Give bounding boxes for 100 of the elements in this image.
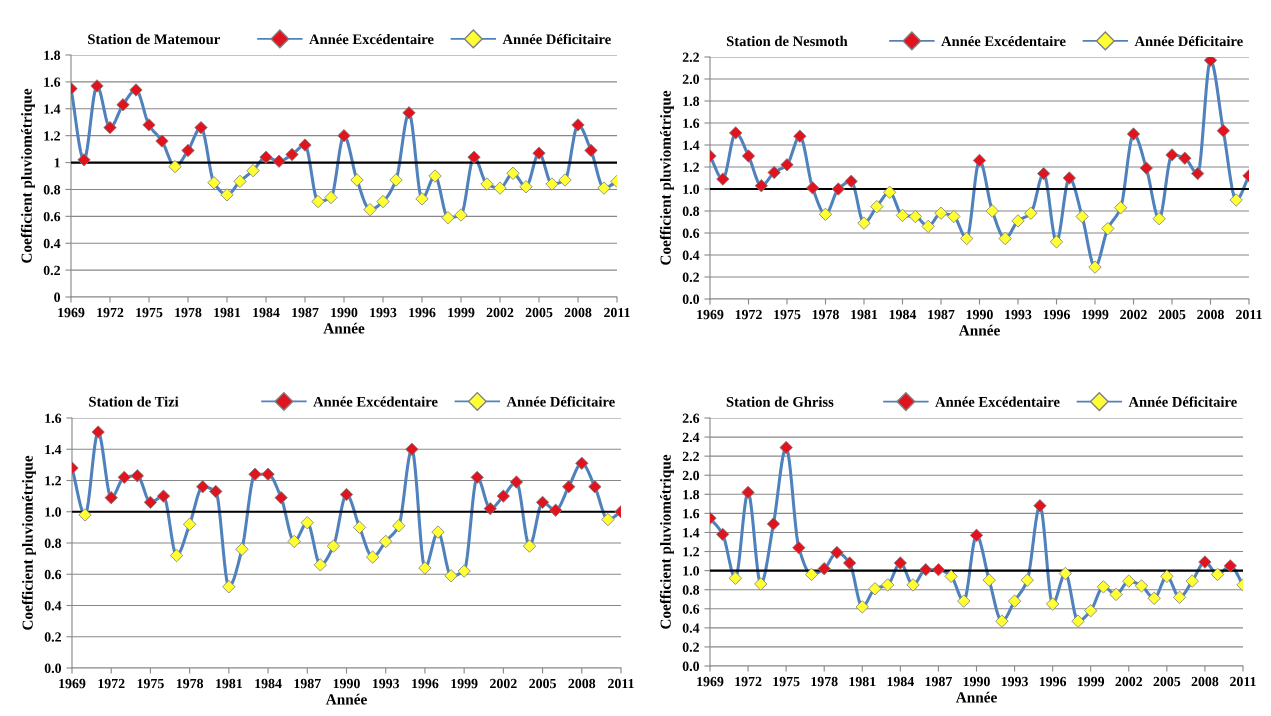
x-tick-label: 1993	[1005, 309, 1032, 320]
y-tick-label: 2.0	[682, 470, 700, 481]
y-tick-label: 0.2	[682, 272, 699, 283]
x-tick-label: 2002	[490, 678, 517, 689]
y-axis-title: Coefficient pluviométrique	[20, 88, 35, 263]
y-tick-label: 1.2	[683, 547, 699, 557]
y-tick-label: 1.8	[683, 96, 700, 107]
x-tick-label: 1984	[255, 678, 282, 689]
x-tick-label: 1987	[928, 309, 955, 320]
y-tick-label: 1.0	[683, 184, 700, 195]
chart-title: Station de Nesmoth	[726, 35, 848, 47]
y-tick-label: 1	[54, 158, 60, 168]
x-tick-label: 2011	[1236, 309, 1262, 320]
x-tick-label: 2011	[608, 678, 634, 689]
x-tick-label: 1972	[97, 307, 124, 318]
y-tick-label: 1.8	[683, 489, 700, 500]
y-tick-label: 1.2	[44, 131, 60, 141]
chart-title: Station de Ghriss	[726, 396, 834, 407]
y-tick-label: 0.2	[682, 642, 699, 652]
y-tick-label: 1.6	[683, 118, 700, 129]
legend-label: Année Déficitaire	[1128, 396, 1237, 407]
x-tick-label: 1987	[925, 676, 952, 687]
point	[454, 208, 468, 222]
y-tick-label: 0.4	[43, 238, 61, 249]
y-tick-label: 0.0	[682, 661, 700, 672]
legend-label: Année Excédentaire	[313, 396, 438, 407]
x-tick-label: 1981	[851, 309, 878, 320]
y-tick-label: 0	[54, 292, 61, 302]
y-tick-label: 0.6	[43, 211, 61, 222]
x-tick-label: 1999	[1082, 309, 1109, 320]
y-tick-label: 1.4	[45, 444, 62, 455]
y-tick-label: 2.4	[682, 432, 700, 443]
y-tick-label: 0.4	[682, 623, 700, 633]
x-tick-label: 1981	[214, 307, 241, 318]
point	[780, 158, 794, 172]
x-tick-label: 1996	[1039, 676, 1067, 687]
x-tick-label: 1990	[331, 307, 358, 318]
x-tick-label: 2005	[1153, 676, 1181, 687]
point	[960, 231, 974, 246]
y-tick-label: 0.6	[682, 604, 700, 614]
y-tick-label: 0.0	[44, 663, 62, 674]
point	[431, 525, 445, 539]
y-tick-label: 1.2	[683, 162, 699, 173]
x-tick-label: 2011	[604, 307, 630, 318]
x-tick-label: 1990	[333, 678, 360, 689]
x-tick-label: 1987	[292, 307, 319, 318]
x-tick-label: 2002	[1115, 676, 1143, 687]
x-axis-title: Année	[323, 322, 365, 334]
x-tick-label: 1969	[59, 678, 86, 689]
x-tick-label: 2008	[568, 678, 596, 689]
point	[389, 173, 403, 187]
x-tick-label: 1972	[735, 676, 762, 687]
y-tick-label: 1.6	[683, 509, 700, 519]
y-tick-label: 1.2	[45, 476, 61, 486]
chart-title: Station de Matemour	[88, 33, 220, 45]
x-tick-label: 1978	[176, 678, 204, 689]
x-tick-label: 1978	[811, 676, 838, 687]
y-tick-label: 0.8	[682, 206, 700, 217]
y-tick-label: 1.8	[44, 50, 61, 61]
y-axis-title: Coefficient pluviométrique	[659, 90, 674, 265]
y-tick-label: 1.0	[683, 566, 700, 576]
x-tick-label: 2002	[1120, 309, 1147, 320]
legend-label: Année Déficitaire	[1134, 35, 1243, 47]
y-tick-label: 0.0	[682, 294, 700, 305]
chart-title: Station de Tizi	[89, 396, 179, 407]
y-tick-label: 1.6	[45, 413, 62, 424]
legend-label: Année Excédentaire	[941, 35, 1066, 47]
y-tick-label: 1.4	[44, 104, 61, 114]
y-tick-label: 2.6	[682, 413, 700, 424]
x-tick-label: 1996	[412, 678, 439, 689]
x-tick-label: 1996	[1043, 309, 1070, 320]
point	[969, 528, 984, 542]
x-tick-label: 2011	[1230, 676, 1256, 687]
y-tick-label: 1.6	[44, 77, 61, 87]
x-tick-label: 1972	[98, 678, 125, 689]
x-tick-label: 1990	[963, 676, 990, 687]
y-tick-label: 1.4	[683, 140, 700, 151]
x-tick-label: 1975	[773, 676, 800, 687]
legend-label: Année Déficitaire	[506, 396, 615, 407]
x-tick-label: 1999	[451, 678, 478, 689]
y-tick-label: 0.6	[682, 228, 700, 239]
x-tick-label: 1993	[370, 307, 397, 318]
y-tick-label: 0.8	[44, 538, 62, 549]
x-tick-label: 2005	[525, 307, 553, 318]
point	[1198, 555, 1212, 569]
x-tick-label: 2008	[1191, 676, 1219, 687]
x-tick-label: 2005	[529, 678, 556, 689]
x-tick-label: 1990	[966, 309, 993, 320]
x-tick-label: 1999	[448, 307, 475, 318]
y-tick-label: 0.6	[44, 569, 62, 580]
y-tick-label: 0.4	[44, 601, 62, 611]
legend-label: Année Excédentaire	[309, 33, 434, 45]
x-tick-label: 2008	[1197, 309, 1224, 320]
x-axis-title: Année	[325, 693, 367, 705]
x-tick-label: 1984	[253, 307, 280, 318]
y-tick-label: 2.0	[682, 74, 700, 85]
x-tick-label: 1981	[849, 676, 876, 687]
x-tick-label: 1972	[735, 309, 762, 320]
y-tick-label: 0.8	[682, 585, 700, 595]
x-tick-label: 1969	[58, 307, 85, 318]
